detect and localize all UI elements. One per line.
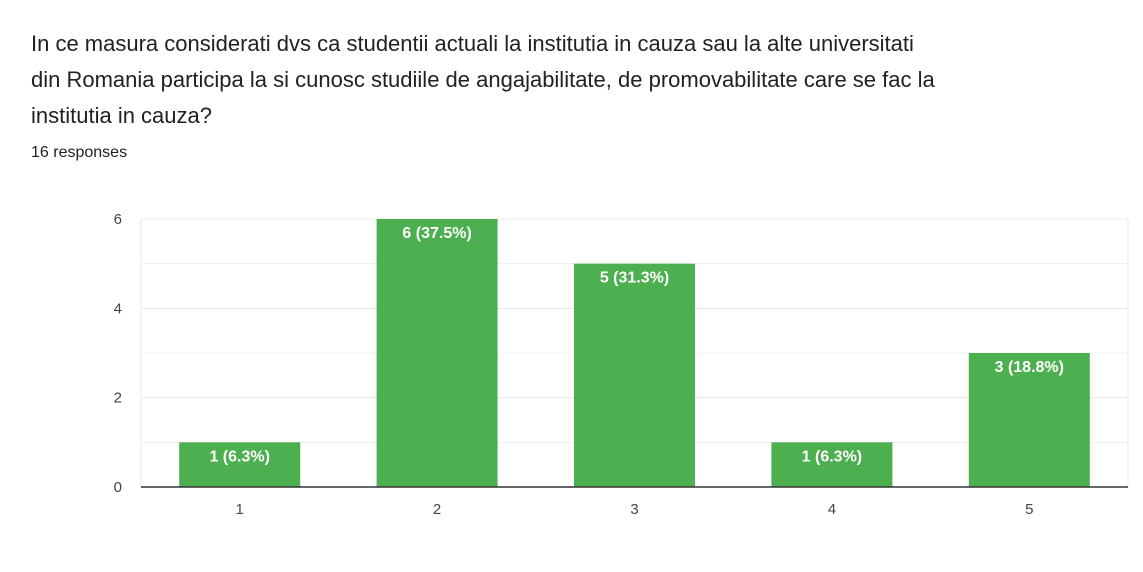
x-tick-label: 3 [630,501,638,518]
y-tick-label: 2 [114,390,122,407]
x-tick-label: 4 [828,501,836,518]
bar [574,263,695,487]
question-line-1: In ce masura considerati dvs ca studenti… [31,31,914,56]
question-title: In ce masura considerati dvs ca studenti… [31,26,1071,134]
bar [179,442,301,487]
y-tick-label: 4 [114,300,122,317]
x-tick-label: 2 [433,501,441,518]
question-line-3: institutia in cauza? [31,103,212,128]
question-line-2: din Romania participa la si cunosc studi… [31,67,935,92]
x-tick-label: 5 [1025,501,1033,518]
response-count: 16 responses [31,144,128,161]
y-tick-label: 0 [114,479,122,496]
bar-data-label: 6 (37.5%) [402,225,471,242]
y-tick-label: 6 [114,211,122,228]
x-tick-label: 1 [236,501,244,518]
bar-data-label: 1 (6.3%) [802,448,862,465]
bar [771,442,893,487]
bar-data-label: 5 (31.3%) [600,270,669,287]
bar [376,219,498,487]
bar [968,353,1090,487]
bar-data-label: 1 (6.3%) [209,448,269,465]
bar-data-label: 3 (18.8%) [995,359,1064,376]
